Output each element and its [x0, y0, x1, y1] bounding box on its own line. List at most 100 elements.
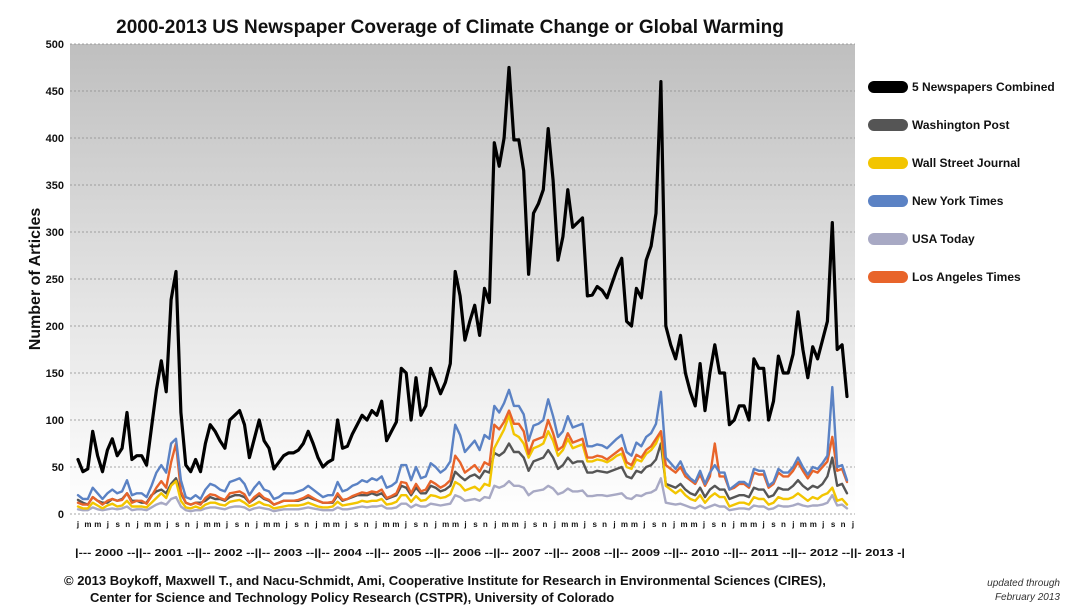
- month-tick-label: s: [294, 520, 299, 529]
- month-tick-label: m: [681, 520, 688, 529]
- month-tick-label: j: [612, 520, 615, 529]
- month-tick-label: m: [333, 520, 340, 529]
- month-tick-label: n: [304, 520, 309, 529]
- month-tick-label: m: [204, 520, 211, 529]
- month-tick-label: j: [821, 520, 824, 529]
- month-tick-label: m: [442, 520, 449, 529]
- x-axis-year-band: |--- 2000 --||-- 2001 --||-- 2002 --||--…: [75, 547, 905, 559]
- legend-swatch: [868, 233, 908, 245]
- month-tick-label: j: [165, 520, 168, 529]
- month-tick-label: j: [463, 520, 466, 529]
- series-line-5-newspapers-combined: [76, 65, 849, 474]
- month-tick-label: s: [473, 520, 478, 529]
- month-tick-label: m: [323, 520, 330, 529]
- month-tick-label: m: [740, 520, 747, 529]
- month-tick-label: n: [364, 520, 369, 529]
- month-tick-label: s: [652, 520, 657, 529]
- month-tick-label: j: [225, 520, 228, 529]
- month-tick-label: s: [116, 520, 121, 529]
- month-tick-label: m: [800, 520, 807, 529]
- month-tick-label: n: [602, 520, 607, 529]
- month-tick-label: j: [314, 520, 317, 529]
- month-tick-label: j: [493, 520, 496, 529]
- month-tick-label: n: [423, 520, 428, 529]
- y-tick-label: 150: [46, 368, 64, 380]
- month-tick-label: m: [84, 520, 91, 529]
- month-tick-label: j: [344, 520, 347, 529]
- month-tick-label: m: [571, 520, 578, 529]
- month-tick-label: s: [771, 520, 776, 529]
- month-tick-label: s: [235, 520, 240, 529]
- series-line-washington-post: [76, 442, 849, 506]
- month-tick-label: s: [175, 520, 180, 529]
- month-tick-label: m: [382, 520, 389, 529]
- legend-label: New York Times: [912, 194, 1004, 208]
- month-tick-label: m: [452, 520, 459, 529]
- y-tick-label: 50: [52, 462, 64, 474]
- month-tick-label: j: [553, 520, 556, 529]
- month-tick-label: m: [502, 520, 509, 529]
- month-tick-label: j: [135, 520, 138, 529]
- month-tick-label: s: [831, 520, 836, 529]
- legend-label: 5 Newspapers Combined: [912, 80, 1055, 94]
- month-tick-label: j: [106, 520, 109, 529]
- month-tick-label: n: [662, 520, 667, 529]
- month-tick-label: j: [761, 520, 764, 529]
- y-axis-label: Number of Articles: [27, 208, 44, 351]
- month-tick-label: m: [621, 520, 628, 529]
- month-tick-label: n: [781, 520, 786, 529]
- y-tick-label: 300: [46, 227, 64, 239]
- y-tick-label: 100: [46, 415, 64, 427]
- month-tick-label: m: [273, 520, 280, 529]
- month-tick-label: m: [263, 520, 270, 529]
- month-tick-label: m: [631, 520, 638, 529]
- month-tick-label: m: [750, 520, 757, 529]
- month-tick-label: m: [94, 520, 101, 529]
- month-tick-label: s: [354, 520, 359, 529]
- legend-swatch: [868, 271, 908, 283]
- month-tick-label: m: [214, 520, 221, 529]
- month-tick-label: j: [583, 520, 586, 529]
- y-tick-label: 500: [46, 39, 64, 51]
- y-axis-ticks: 0 50 100 150 200 250 300 350 400 450 500: [46, 39, 64, 521]
- month-tick-label: n: [185, 520, 190, 529]
- legend-swatch: [868, 119, 908, 131]
- month-tick-label: n: [244, 520, 249, 529]
- updated-through-line-2: February 2013: [995, 592, 1060, 603]
- y-tick-label: 400: [46, 133, 64, 145]
- series-lines: [76, 65, 849, 513]
- month-tick-label: m: [810, 520, 817, 529]
- updated-through-line-1: updated through: [987, 578, 1060, 589]
- legend-label: USA Today: [912, 232, 975, 246]
- month-tick-label: j: [791, 520, 794, 529]
- legend-label: Los Angeles Times: [912, 270, 1021, 284]
- month-tick-label: j: [523, 520, 526, 529]
- month-tick-label: n: [721, 520, 726, 529]
- month-tick-label: m: [561, 520, 568, 529]
- month-tick-label: j: [642, 520, 645, 529]
- month-tick-label: s: [712, 520, 717, 529]
- legend-swatch: [868, 81, 908, 93]
- month-tick-label: m: [512, 520, 519, 529]
- month-tick-label: j: [672, 520, 675, 529]
- legend-label: Wall Street Journal: [912, 156, 1020, 170]
- month-tick-label: n: [543, 520, 548, 529]
- month-tick-label: j: [255, 520, 258, 529]
- month-tick-label: n: [125, 520, 130, 529]
- month-tick-label: s: [533, 520, 538, 529]
- y-tick-label: 450: [46, 86, 64, 98]
- series-line-wall-street-journal: [76, 414, 849, 510]
- month-tick-label: j: [732, 520, 735, 529]
- chart-title: 2000-2013 US Newspaper Coverage of Clima…: [116, 17, 784, 38]
- month-tick-label: n: [841, 520, 846, 529]
- legend-swatch: [868, 195, 908, 207]
- month-tick-label: j: [76, 520, 79, 529]
- y-tick-label: 250: [46, 274, 64, 286]
- month-tick-label: m: [144, 520, 151, 529]
- legend-label: Washington Post: [912, 118, 1010, 132]
- credit-line-2: Center for Science and Technology Policy…: [90, 590, 614, 605]
- month-tick-label: j: [404, 520, 407, 529]
- y-tick-label: 200: [46, 321, 64, 333]
